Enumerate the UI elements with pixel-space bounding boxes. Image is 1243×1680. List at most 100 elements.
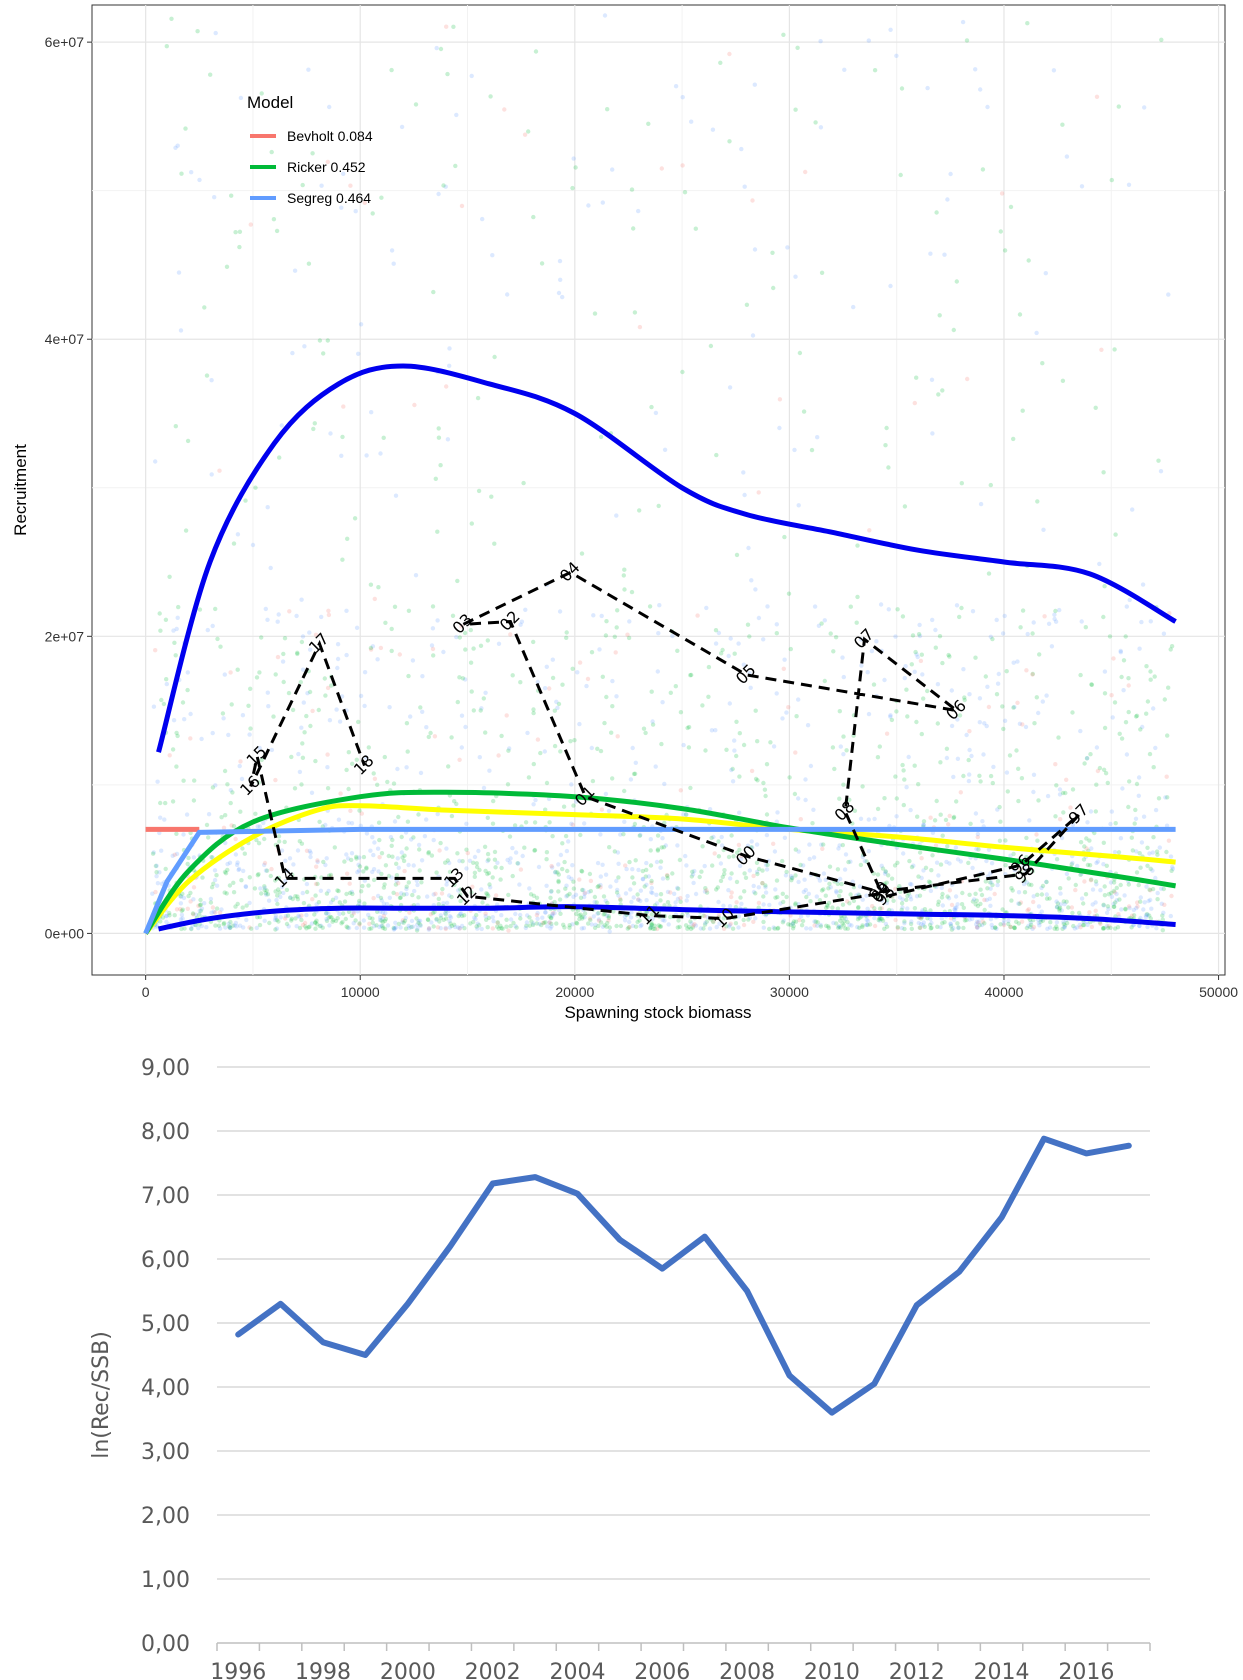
simulated-point	[808, 926, 813, 931]
simulated-point	[988, 482, 993, 488]
simulated-point	[574, 911, 579, 917]
simulated-point	[382, 882, 387, 887]
simulated-point	[764, 832, 770, 838]
simulated-point	[1070, 860, 1075, 866]
simulated-point	[369, 926, 374, 931]
simulated-point	[487, 768, 492, 773]
simulated-point	[1113, 821, 1118, 826]
simulated-point	[446, 764, 451, 769]
simulated-point	[686, 724, 692, 730]
simulated-point	[253, 485, 258, 490]
simulated-point	[938, 812, 943, 817]
simulated-point	[770, 250, 775, 255]
simulated-point	[472, 915, 477, 920]
simulated-point	[1048, 920, 1053, 925]
simulated-point	[345, 925, 350, 930]
simulated-point	[971, 897, 977, 902]
simulated-point	[1166, 838, 1172, 843]
simulated-point	[196, 903, 201, 908]
simulated-point	[206, 835, 211, 840]
simulated-point	[279, 423, 284, 428]
simulated-point	[884, 900, 890, 906]
simulated-point	[1052, 926, 1057, 931]
simulated-point	[1139, 619, 1144, 625]
simulated-point	[940, 903, 945, 908]
simulated-point	[552, 911, 557, 916]
simulated-point	[1165, 733, 1170, 738]
simulated-point	[256, 780, 261, 785]
simulated-point	[675, 648, 680, 653]
simulated-point	[789, 875, 795, 880]
simulated-point	[300, 755, 306, 760]
simulated-point	[1079, 896, 1085, 901]
simulated-point	[1085, 922, 1090, 927]
simulated-point	[812, 919, 817, 924]
simulated-point	[407, 910, 412, 915]
simulated-point	[204, 373, 210, 378]
simulated-point	[199, 923, 204, 929]
simulated-point	[368, 848, 373, 853]
simulated-point	[976, 919, 982, 924]
simulated-point	[386, 873, 392, 879]
simulated-point	[448, 915, 454, 920]
simulated-point	[602, 911, 607, 917]
simulated-point	[978, 887, 983, 892]
simulated-point	[191, 885, 197, 890]
simulated-point	[504, 917, 509, 922]
simulated-point	[584, 683, 589, 689]
x-tick-label: 40000	[985, 984, 1024, 1000]
simulated-point	[432, 734, 438, 739]
simulated-point	[428, 730, 433, 736]
simulated-point	[519, 619, 525, 624]
simulated-point	[590, 778, 596, 784]
simulated-point	[998, 922, 1003, 927]
simulated-point	[666, 922, 671, 927]
simulated-point	[892, 863, 898, 868]
simulated-point	[254, 837, 259, 843]
simulated-point	[1051, 68, 1057, 73]
simulated-point	[1053, 619, 1059, 624]
simulated-point	[614, 923, 619, 929]
simulated-point	[216, 923, 222, 928]
simulated-point	[888, 283, 893, 289]
y-tick-label: 4,00	[141, 1376, 190, 1401]
simulated-point	[324, 918, 330, 924]
simulated-point	[326, 612, 332, 618]
simulated-point	[851, 898, 857, 904]
simulated-point	[406, 608, 412, 613]
simulated-point	[895, 607, 900, 612]
simulated-point	[796, 697, 801, 702]
simulated-point	[1057, 607, 1062, 613]
simulated-point	[533, 797, 538, 803]
simulated-point	[1011, 925, 1017, 930]
simulated-point	[749, 845, 754, 850]
simulated-point	[736, 641, 741, 646]
simulated-point	[803, 887, 808, 893]
simulated-point	[1159, 901, 1165, 906]
simulated-point	[918, 925, 923, 931]
simulated-point	[728, 876, 733, 881]
simulated-point	[531, 802, 536, 807]
simulated-point	[736, 925, 741, 930]
simulated-point	[1142, 105, 1147, 110]
simulated-point	[1146, 898, 1151, 904]
simulated-point	[969, 916, 975, 922]
simulated-point	[1111, 656, 1116, 661]
simulated-point	[381, 913, 387, 919]
simulated-point	[1060, 926, 1065, 931]
simulated-point	[1114, 898, 1120, 903]
simulated-point	[837, 893, 842, 899]
simulated-point	[1163, 795, 1168, 800]
simulated-point	[478, 643, 484, 648]
simulated-point	[333, 918, 339, 924]
simulated-point	[938, 925, 943, 930]
simulated-point	[690, 869, 695, 874]
simulated-point	[370, 644, 376, 649]
simulated-point	[578, 912, 583, 917]
simulated-point	[313, 632, 319, 637]
simulated-point	[324, 891, 330, 896]
simulated-point	[431, 289, 436, 295]
simulated-point	[548, 895, 553, 900]
simulated-point	[1074, 925, 1080, 930]
simulated-point	[1010, 888, 1015, 893]
